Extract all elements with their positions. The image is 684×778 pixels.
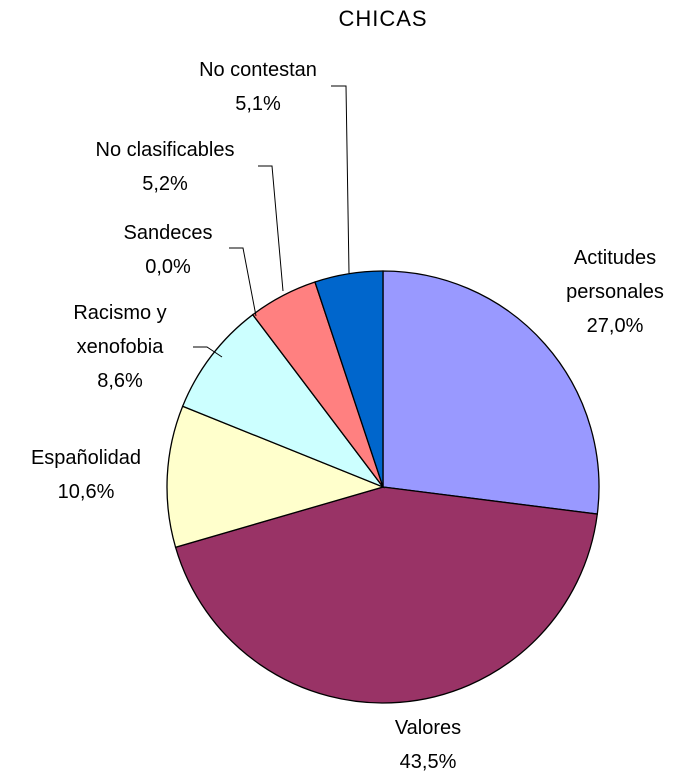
pie-slice (314, 270, 384, 488)
slice-label: No contestan 5,1% (158, 53, 358, 121)
category-label: Actitudes personales (566, 247, 664, 303)
slice-label: No clasificables 5,2% (55, 133, 275, 201)
pie-slice (181, 313, 385, 489)
leader-line (258, 165, 284, 292)
category-label: Valores (394, 717, 462, 739)
pie-slice (174, 486, 599, 704)
value-label: 5,2% (142, 173, 188, 195)
leader-line (331, 85, 350, 274)
value-label: 0,0% (145, 256, 191, 278)
leader-line (193, 346, 223, 358)
leader-line (229, 247, 257, 317)
slice-label: Españolidad 10,6% (0, 441, 186, 509)
value-label: 27,0% (586, 315, 644, 337)
pie-slice (382, 270, 600, 515)
slice-label: Sandeces 0,0% (68, 216, 268, 284)
category-label: No contestan (199, 59, 317, 81)
chart-title: CHICAS (338, 6, 428, 31)
value-label: 43,5% (399, 751, 457, 773)
pie-slice (166, 405, 385, 549)
slice-label: Valores 43,5% (328, 711, 528, 778)
slice-label: Racismo y xenofobia 8,6% (53, 296, 188, 398)
slice-label: Actitudes personales 27,0% (550, 241, 680, 343)
category-label: Españolidad (30, 447, 142, 469)
category-label: No clasificables (95, 139, 235, 161)
value-label: 10,6% (57, 481, 115, 503)
category-label: Sandeces (123, 222, 213, 244)
category-label: Racismo y xenofobia (73, 302, 167, 358)
value-label: 8,6% (97, 370, 143, 392)
value-label: 5,1% (235, 93, 281, 115)
